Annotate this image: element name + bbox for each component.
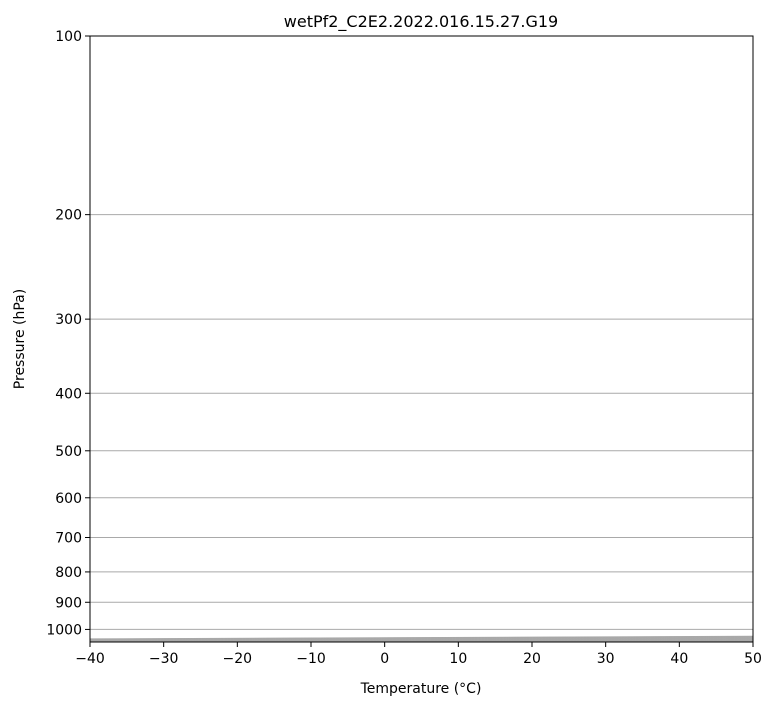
x-tick-label: −40 — [75, 651, 105, 667]
x-tick-label: −30 — [149, 651, 179, 667]
isotherm-line — [752, 641, 753, 642]
x-tick-label: −20 — [223, 651, 253, 667]
axes: −40 −30 −20 −10 0 10 20 30 40 50 100 200 300 400 500 60… — [46, 29, 762, 667]
y-tick-label: 400 — [55, 386, 82, 402]
x-tick-label: 50 — [744, 651, 762, 667]
y-tick-label: 300 — [55, 312, 82, 328]
moist-adiabat-line — [762, 36, 775, 642]
chart-title: wetPf2_C2E2.2022.016.15.27.G19 — [284, 12, 558, 32]
y-tick-label: 500 — [55, 444, 82, 460]
plot-area — [90, 36, 775, 642]
y-axis-title: Pressure (hPa) — [12, 289, 28, 389]
x-tick-label: 20 — [523, 651, 541, 667]
x-tick-label: 0 — [380, 651, 389, 667]
plot-background — [90, 36, 753, 642]
x-axis-title: Temperature (°C) — [360, 681, 482, 697]
plot-frame — [89, 35, 754, 643]
y-tick-label: 700 — [55, 531, 82, 547]
x-tick-label: 30 — [597, 651, 615, 667]
y-tick-label: 100 — [55, 29, 82, 45]
x-tick-label: −10 — [296, 651, 326, 667]
y-tick-label: 900 — [55, 595, 82, 611]
y-tick-label: 1000 — [46, 622, 82, 638]
y-tick-label: 600 — [55, 491, 82, 507]
x-tick-label: 10 — [449, 651, 467, 667]
y-tick-label: 800 — [55, 565, 82, 581]
x-tick-label: 40 — [670, 651, 688, 667]
y-tick-label: 200 — [55, 208, 82, 224]
